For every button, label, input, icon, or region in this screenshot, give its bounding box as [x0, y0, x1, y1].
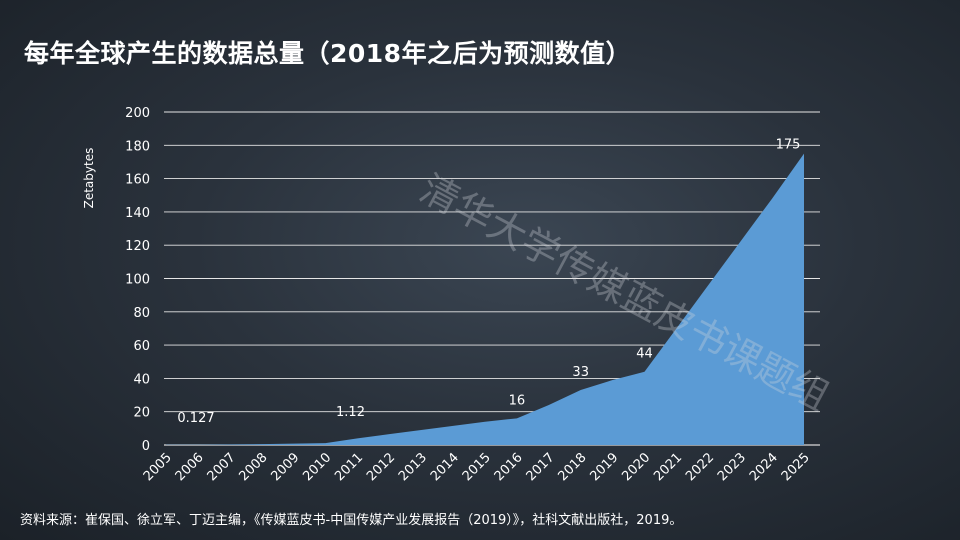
x-tick-label: 2021	[651, 450, 685, 484]
x-tick-label: 2009	[268, 450, 302, 484]
y-axis-title: Zetabytes	[82, 148, 96, 209]
data-label: 44	[636, 347, 653, 362]
y-tick-label: 100	[125, 273, 150, 288]
x-tick-label: 2017	[524, 450, 558, 484]
x-tick-label: 2005	[141, 450, 175, 484]
x-tick-label: 2007	[205, 450, 239, 484]
page-title: 每年全球产生的数据总量（2018年之后为预测数值）	[24, 39, 632, 68]
x-tick-label: 2008	[237, 450, 271, 484]
y-tick-label: 40	[133, 372, 150, 387]
y-tick-label: 0	[142, 439, 150, 454]
y-tick-label: 80	[133, 306, 150, 321]
x-tick-label: 2012	[364, 450, 398, 484]
x-tick-label: 2015	[460, 450, 494, 484]
data-area	[166, 153, 804, 445]
x-tick-label: 2020	[619, 450, 653, 484]
y-tick-label: 60	[133, 339, 150, 354]
x-tick-label: 2019	[587, 450, 621, 484]
y-tick-label: 180	[125, 139, 150, 154]
data-labels: 0.127 1.12 16 33 44 175	[177, 138, 800, 426]
source-note: 资料来源：崔保国、徐立军、丁迈主编，《传媒蓝皮书-中国传媒产业发展报告（2019…	[20, 513, 683, 528]
x-tick-label: 2018	[556, 450, 590, 484]
x-tick-label: 2024	[747, 450, 781, 484]
y-tick-label: 120	[125, 239, 150, 254]
data-label: 0.127	[177, 411, 214, 426]
y-tick-label: 140	[125, 206, 150, 221]
x-tick-label: 2013	[396, 450, 430, 484]
x-axis-ticks: 2005200620072008200920102011201220132014…	[141, 450, 813, 484]
data-label: 33	[572, 365, 589, 380]
y-tick-label: 200	[125, 106, 150, 121]
gridlines	[164, 111, 820, 446]
data-label: 16	[509, 393, 526, 408]
x-tick-label: 2014	[428, 450, 462, 484]
x-tick-label: 2010	[300, 450, 334, 484]
y-tick-label: 20	[133, 406, 150, 421]
x-tick-label: 2011	[332, 450, 366, 484]
x-tick-label: 2025	[779, 450, 813, 484]
data-label: 1.12	[336, 405, 365, 420]
x-tick-label: 2023	[715, 450, 749, 484]
x-tick-label: 2006	[173, 450, 207, 484]
y-tick-label: 160	[125, 173, 150, 188]
x-tick-label: 2022	[683, 450, 717, 484]
x-tick-label: 2016	[492, 450, 526, 484]
y-axis-ticks: 0 20 40 60 80 100 120 140 160 180 200	[125, 106, 150, 454]
data-label: 175	[776, 138, 801, 153]
